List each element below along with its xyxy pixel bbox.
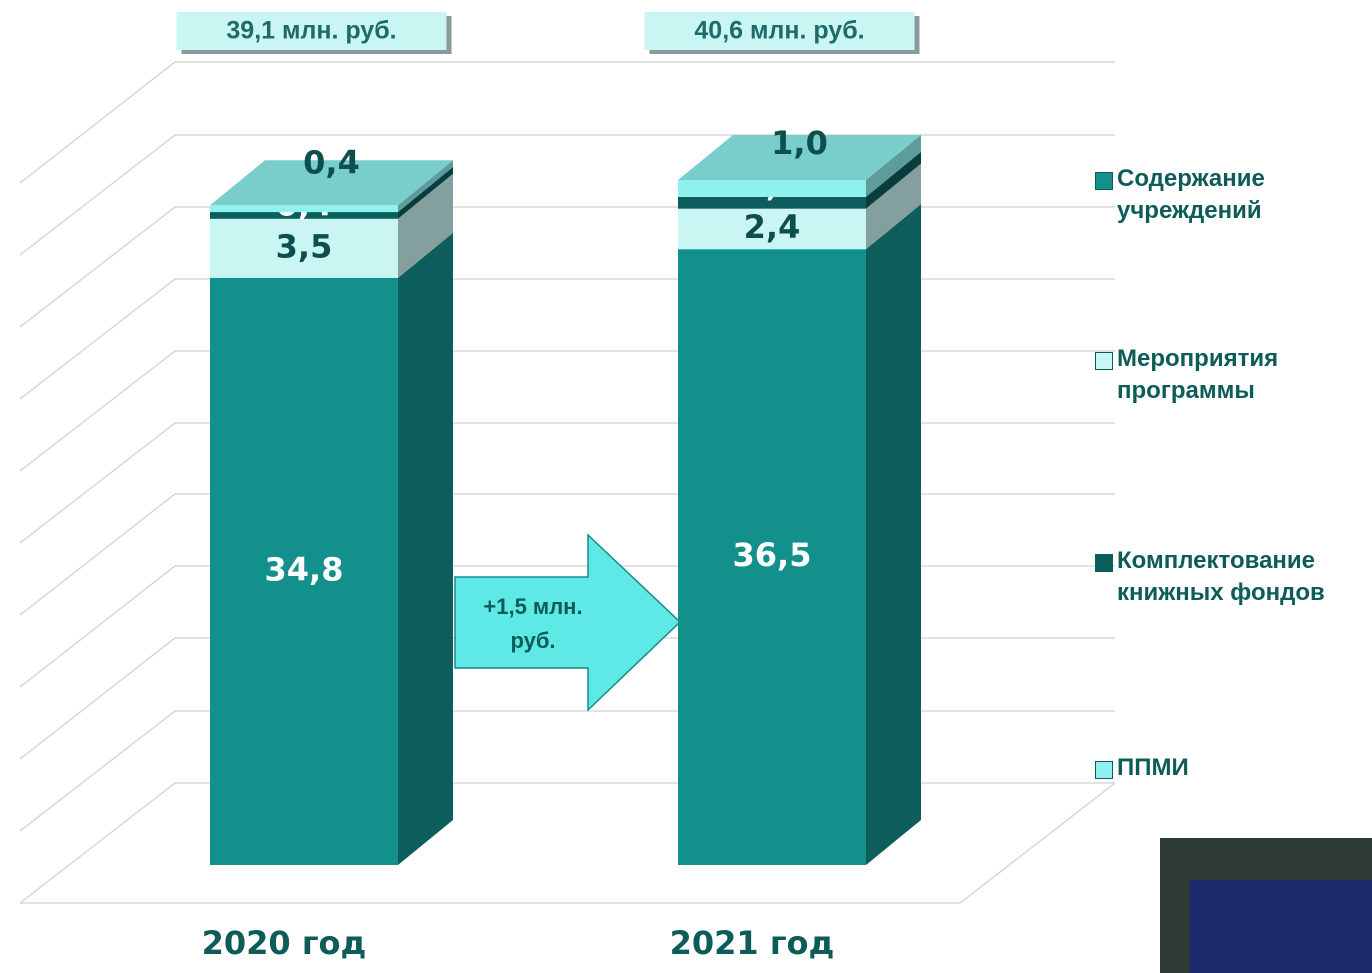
- bar-side: [398, 232, 453, 865]
- data-label: 36,5: [733, 536, 812, 574]
- bar-segment: [678, 180, 866, 197]
- bar-side: [866, 163, 921, 250]
- total-label: 40,6 млн. руб.: [694, 17, 864, 45]
- legend-swatch: [1095, 352, 1113, 370]
- x-tick-label: 2020 год: [202, 924, 367, 962]
- data-label: 1,0: [771, 124, 828, 162]
- data-label: 34,8: [265, 550, 344, 588]
- bar-side: [398, 173, 453, 278]
- bar-side: [398, 160, 453, 213]
- bar-side: [866, 204, 921, 866]
- growth-arrow: [454, 533, 682, 712]
- legend-swatch: [1095, 761, 1113, 779]
- bar-side: [866, 135, 921, 197]
- perspective-grid: [19, 61, 1116, 904]
- bar-segment: [210, 218, 398, 278]
- bar-segment: [210, 277, 398, 865]
- legend-entry: Мероприятия программы: [1095, 343, 1372, 407]
- total-label: 39,1 млн. руб.: [226, 17, 396, 45]
- data-label: 2,4: [744, 208, 801, 246]
- legend-entry: ППМИ: [1095, 752, 1372, 784]
- total-box: [644, 12, 915, 50]
- bar-top: [210, 160, 453, 206]
- legend-swatch: [1095, 554, 1113, 572]
- total-box: [176, 12, 447, 50]
- x-tick-label: 2021 год: [670, 924, 835, 962]
- data-label: 3,5: [276, 227, 333, 265]
- bar-segment: [210, 205, 398, 213]
- bar-side: [866, 151, 921, 209]
- photo-banner: [1190, 880, 1372, 973]
- legend-swatch: [1095, 172, 1113, 190]
- bar-side: [398, 167, 453, 219]
- bar-segment: [678, 249, 866, 866]
- legend-entry: Содержание учреждений: [1095, 163, 1372, 227]
- bar-segment: [210, 212, 398, 219]
- data-label: 0,4: [303, 143, 360, 181]
- bar-segment: [678, 208, 866, 250]
- bar-segment: [678, 196, 866, 209]
- legend-entry: Комплектование книжных фондов: [1095, 545, 1372, 609]
- annotation: +1,5 млн. руб.: [483, 594, 583, 653]
- bar-top: [678, 135, 921, 180]
